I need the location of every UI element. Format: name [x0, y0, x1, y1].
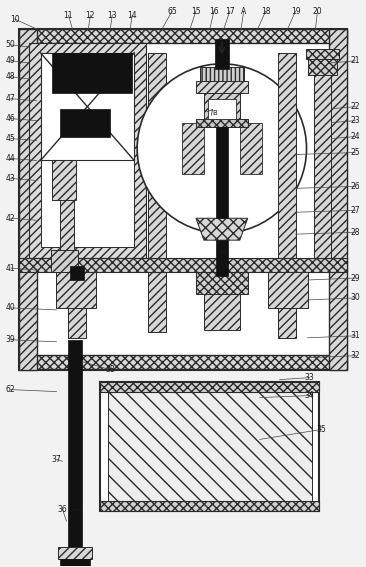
- Bar: [216, 240, 228, 276]
- Text: 38: 38: [105, 365, 115, 374]
- Text: 41: 41: [6, 264, 15, 273]
- Text: 62: 62: [6, 385, 15, 394]
- Bar: [306, 49, 339, 59]
- Bar: [216, 126, 228, 218]
- Text: 48: 48: [6, 72, 15, 81]
- Text: 14: 14: [127, 11, 137, 19]
- Text: 33: 33: [305, 373, 314, 382]
- Text: 22: 22: [351, 102, 360, 111]
- Text: 35: 35: [317, 425, 326, 434]
- Bar: [108, 390, 311, 503]
- Text: 40: 40: [6, 303, 15, 312]
- Bar: [196, 81, 248, 93]
- Text: 11: 11: [64, 11, 73, 19]
- Text: 28: 28: [351, 228, 360, 236]
- Text: 16: 16: [209, 7, 219, 15]
- Bar: [148, 262, 166, 332]
- Bar: [196, 272, 248, 294]
- Text: 34: 34: [305, 391, 314, 400]
- Bar: [70, 266, 85, 280]
- Text: 49: 49: [6, 56, 15, 65]
- Circle shape: [137, 64, 307, 233]
- Bar: [208, 99, 236, 119]
- Bar: [100, 382, 320, 511]
- Text: 29: 29: [351, 273, 360, 282]
- Bar: [59, 547, 92, 559]
- Bar: [204, 93, 240, 122]
- Text: 19: 19: [291, 7, 300, 15]
- Text: 27: 27: [351, 206, 360, 215]
- Text: 46: 46: [6, 114, 15, 123]
- Bar: [19, 355, 347, 369]
- Bar: [200, 67, 244, 81]
- Text: 18: 18: [261, 7, 270, 15]
- Bar: [52, 160, 76, 200]
- Bar: [240, 122, 262, 175]
- Bar: [68, 509, 82, 549]
- Text: 24: 24: [351, 132, 360, 141]
- Text: 39: 39: [6, 335, 15, 344]
- Text: 13: 13: [108, 11, 117, 19]
- Bar: [19, 29, 37, 370]
- Text: 10: 10: [10, 15, 19, 23]
- Text: ↓B: ↓B: [217, 249, 227, 255]
- Text: 37: 37: [52, 455, 61, 464]
- Bar: [278, 53, 296, 262]
- Text: 44: 44: [6, 154, 15, 163]
- Bar: [60, 559, 90, 567]
- Bar: [51, 250, 78, 272]
- Text: 42: 42: [6, 214, 15, 223]
- Bar: [52, 53, 132, 93]
- Bar: [329, 29, 347, 370]
- Bar: [182, 122, 204, 175]
- Bar: [268, 272, 307, 308]
- Bar: [19, 29, 347, 370]
- Bar: [68, 340, 82, 509]
- Text: 30: 30: [351, 294, 360, 302]
- Text: 25: 25: [351, 148, 360, 157]
- Text: 45: 45: [6, 134, 15, 143]
- Text: 20: 20: [313, 7, 322, 15]
- Bar: [56, 272, 96, 308]
- Bar: [100, 382, 320, 392]
- Text: 50: 50: [6, 40, 15, 49]
- Bar: [314, 53, 332, 258]
- Bar: [307, 59, 337, 75]
- Bar: [19, 29, 347, 43]
- Bar: [19, 258, 347, 272]
- Text: 32: 32: [351, 351, 360, 360]
- Text: 47: 47: [6, 94, 15, 103]
- Bar: [29, 43, 146, 258]
- Bar: [60, 109, 110, 137]
- Bar: [278, 262, 296, 332]
- Bar: [100, 501, 320, 511]
- Text: 17: 17: [225, 7, 235, 15]
- Text: B: B: [213, 109, 217, 116]
- Bar: [196, 119, 248, 126]
- Text: 23: 23: [351, 116, 360, 125]
- Text: 65: 65: [167, 7, 177, 15]
- Bar: [41, 53, 134, 247]
- Bar: [148, 53, 166, 262]
- Text: A: A: [241, 7, 246, 15]
- Text: 15: 15: [191, 7, 201, 15]
- Text: 36: 36: [57, 505, 67, 514]
- Text: 43: 43: [6, 174, 15, 183]
- Text: 31: 31: [351, 331, 360, 340]
- Bar: [68, 308, 86, 338]
- Text: 12: 12: [86, 11, 95, 19]
- Text: 21: 21: [351, 56, 360, 65]
- Bar: [278, 308, 296, 338]
- Bar: [41, 53, 134, 160]
- Bar: [60, 200, 74, 258]
- Bar: [215, 39, 229, 69]
- Bar: [204, 294, 240, 330]
- Polygon shape: [196, 218, 248, 240]
- Text: 26: 26: [351, 182, 360, 191]
